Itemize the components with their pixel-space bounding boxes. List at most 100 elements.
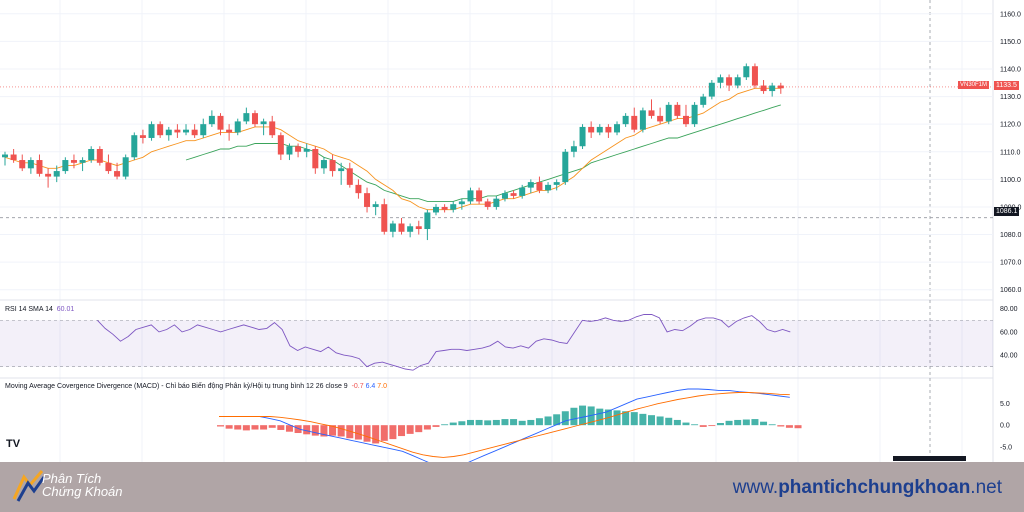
macd-histogram-bar xyxy=(466,419,474,426)
price-axis-tick: 1130.0 xyxy=(1000,94,1021,101)
macd-histogram-bar xyxy=(742,419,750,426)
candle-body xyxy=(88,149,95,161)
candle-body xyxy=(622,115,629,125)
rsi-axis-tick: 60.00 xyxy=(1000,329,1018,336)
macd-axis-tick: 5.0 xyxy=(1000,401,1010,408)
candle-body xyxy=(338,168,345,172)
candle-body xyxy=(2,154,8,158)
candle-body xyxy=(286,146,293,155)
macd-histogram-bar xyxy=(346,425,354,439)
macd-histogram-bar xyxy=(389,425,397,440)
candle-body xyxy=(450,204,457,210)
candle-body xyxy=(407,226,414,232)
macd-histogram-bar xyxy=(579,405,587,426)
candle-body xyxy=(79,160,86,163)
candle-body xyxy=(355,184,362,194)
brand-logo-icon xyxy=(12,470,46,502)
candle-body xyxy=(682,115,689,125)
macd-histogram-bar xyxy=(337,425,345,437)
candle-body xyxy=(200,124,207,136)
candle-body xyxy=(208,115,215,125)
candle-body xyxy=(614,124,621,133)
candle-body xyxy=(562,151,569,183)
macd-histogram-bar xyxy=(294,425,302,434)
price-axis-tick: 1060.0 xyxy=(1000,287,1022,294)
macd-histogram-bar xyxy=(656,416,664,426)
macd-histogram-bar xyxy=(518,420,526,426)
candle-body xyxy=(777,85,784,89)
macd-histogram-bar xyxy=(242,425,250,431)
candle-body xyxy=(131,135,138,158)
macd-histogram-bar xyxy=(751,419,759,426)
candle-body xyxy=(415,226,422,230)
macd-histogram-bar xyxy=(682,422,690,426)
macd-histogram-bar xyxy=(492,419,500,426)
macd-axis-tick: -5.0 xyxy=(1000,444,1012,451)
macd-histogram-bar xyxy=(544,416,552,426)
brand-line1: Phân Tích xyxy=(42,471,102,486)
chart-area[interactable]: 1160.0 1150.0 1140.0 1130.0 1120.0 1110.0 1100… xyxy=(0,0,1024,462)
macd-histogram-bar xyxy=(691,424,699,426)
candle-body xyxy=(364,193,371,207)
candle-body xyxy=(19,160,26,169)
website-url[interactable]: www.phantichchungkhoan.net xyxy=(733,477,1002,499)
candle-body xyxy=(424,212,431,230)
crosshair-price-tag: 1086.1 xyxy=(994,207,1020,216)
scroll-bar[interactable] xyxy=(893,456,966,461)
website-domain: phantichchungkhoan xyxy=(778,477,971,498)
current-price-tag: 1133.5 xyxy=(994,81,1019,90)
macd-histogram-bar xyxy=(303,425,311,435)
candle-body xyxy=(648,110,655,116)
macd-histogram-bar xyxy=(432,425,440,427)
chart-svg[interactable]: 1160.0 1150.0 1140.0 1130.0 1120.0 1110.0 1100… xyxy=(0,0,1024,462)
candle-body xyxy=(165,129,172,136)
macd-histogram-bar xyxy=(363,425,371,442)
candle-body xyxy=(320,160,327,169)
candle-body xyxy=(45,173,52,177)
candle-body xyxy=(458,201,465,205)
candle-body xyxy=(467,190,474,202)
macd-histogram-bar xyxy=(760,421,768,426)
candle-body xyxy=(639,110,646,130)
candle-body xyxy=(657,115,664,122)
macd-histogram-bar xyxy=(260,425,268,430)
macd-histogram-bar xyxy=(285,425,293,432)
sma-line xyxy=(185,104,781,202)
candle-body xyxy=(191,129,198,136)
rsi-title: RSI 14 SMA 14 60.01 xyxy=(5,306,74,313)
tradingview-logo[interactable]: TV xyxy=(6,438,21,450)
macd-histogram-bar xyxy=(510,419,518,426)
macd-histogram-bar xyxy=(225,425,233,429)
macd-signal-line xyxy=(219,392,790,458)
macd-histogram-bar xyxy=(535,418,543,426)
macd-histogram-bar xyxy=(785,425,793,428)
candle-body xyxy=(484,201,491,207)
macd-histogram-bar xyxy=(423,425,431,430)
macd-histogram-bar xyxy=(768,424,776,426)
macd-histogram-bar xyxy=(415,425,423,433)
candle-body xyxy=(570,146,577,152)
macd-histogram-bar xyxy=(268,425,276,428)
macd-histogram-bar xyxy=(501,419,509,426)
candle-body xyxy=(27,160,34,169)
candle-body xyxy=(295,146,302,152)
macd-histogram-bar xyxy=(777,425,785,427)
crosshair-price-text: 1086.1 xyxy=(996,208,1018,215)
candle-body xyxy=(527,182,534,188)
macd-histogram-bar xyxy=(398,425,406,437)
price-axis-tick: 1160.0 xyxy=(1000,11,1021,18)
candle-body xyxy=(70,160,77,163)
candle-body xyxy=(536,182,543,191)
rsi-axis-tick: 40.00 xyxy=(1000,353,1018,360)
macd-histogram-bar xyxy=(725,420,733,426)
macd-histogram-bar xyxy=(794,425,802,429)
macd-histogram-bar xyxy=(622,411,630,426)
candle-body xyxy=(148,124,155,138)
macd-histogram-bar xyxy=(596,408,604,426)
macd-histogram-bar xyxy=(380,425,388,441)
macd-line xyxy=(219,388,790,462)
macd-histogram-bar xyxy=(527,419,535,426)
macd-histogram-bar xyxy=(699,425,707,427)
website-suffix: .net xyxy=(970,477,1002,498)
candle-body xyxy=(717,77,724,83)
